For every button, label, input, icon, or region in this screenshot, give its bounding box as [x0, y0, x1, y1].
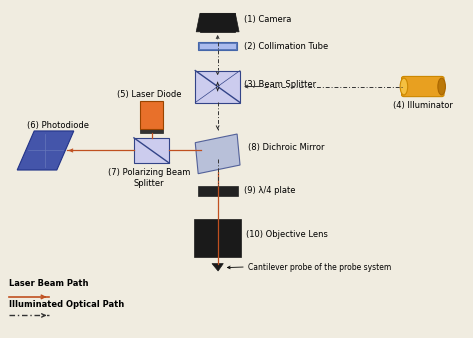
FancyBboxPatch shape: [198, 43, 237, 50]
Text: (4) Illuminator: (4) Illuminator: [393, 100, 453, 110]
Text: (8) Dichroic Mirror: (8) Dichroic Mirror: [248, 143, 325, 152]
Text: Cantilever probe of the probe system: Cantilever probe of the probe system: [248, 263, 392, 272]
Text: (10) Objective Lens: (10) Objective Lens: [246, 230, 328, 239]
Text: (3) Beam Splitter: (3) Beam Splitter: [244, 80, 315, 89]
Polygon shape: [212, 264, 223, 271]
Text: Illuminated Optical Path: Illuminated Optical Path: [9, 300, 124, 309]
Text: Laser Beam Path: Laser Beam Path: [9, 280, 88, 289]
Ellipse shape: [438, 78, 446, 95]
Ellipse shape: [400, 78, 408, 95]
Polygon shape: [195, 134, 240, 174]
Text: (5) Laser Diode: (5) Laser Diode: [117, 90, 182, 99]
FancyBboxPatch shape: [195, 71, 240, 102]
Text: (2) Collimation Tube: (2) Collimation Tube: [244, 42, 328, 51]
Text: (1) Camera: (1) Camera: [244, 15, 291, 24]
Polygon shape: [196, 13, 239, 32]
FancyBboxPatch shape: [194, 219, 241, 257]
Text: (9) λ/4 plate: (9) λ/4 plate: [244, 186, 295, 195]
FancyBboxPatch shape: [198, 186, 237, 196]
FancyBboxPatch shape: [140, 101, 163, 129]
FancyBboxPatch shape: [134, 138, 169, 163]
FancyBboxPatch shape: [140, 127, 163, 133]
Text: (6) Photodiode: (6) Photodiode: [26, 121, 88, 130]
FancyBboxPatch shape: [200, 44, 236, 49]
FancyBboxPatch shape: [402, 76, 444, 97]
Polygon shape: [17, 131, 74, 170]
Text: (7) Polarizing Beam
Splitter: (7) Polarizing Beam Splitter: [108, 168, 191, 188]
FancyBboxPatch shape: [200, 13, 236, 32]
